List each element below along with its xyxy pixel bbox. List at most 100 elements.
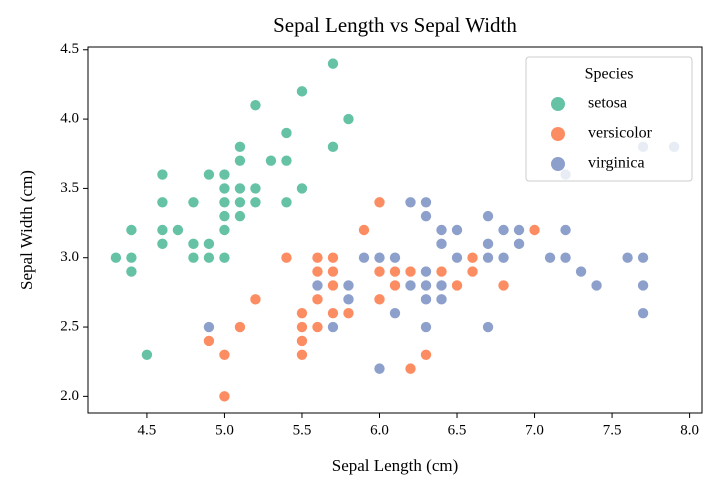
point <box>482 238 494 250</box>
point <box>280 154 293 167</box>
point <box>420 279 432 292</box>
legend-label: virginica <box>588 155 645 172</box>
legend-label: setosa <box>588 95 627 112</box>
point <box>218 196 231 209</box>
legend: Species setosa versicolor virginica <box>525 56 693 182</box>
point <box>513 224 525 236</box>
point <box>482 251 494 264</box>
point <box>249 99 262 112</box>
point <box>311 293 324 306</box>
point <box>311 321 324 333</box>
x-tick-label: 7.0 <box>525 422 544 438</box>
x-tick-label: 7.5 <box>603 422 622 438</box>
point <box>234 210 246 222</box>
point <box>637 307 649 319</box>
point <box>528 224 541 236</box>
axes-frame <box>87 46 703 414</box>
point <box>327 307 339 319</box>
point <box>218 224 231 236</box>
point <box>389 279 401 292</box>
y-tick-label: 3.5 <box>60 180 79 196</box>
point <box>637 279 649 292</box>
point <box>265 154 277 167</box>
x-tick-label: 4.5 <box>138 422 157 438</box>
point <box>296 321 308 333</box>
point <box>156 168 169 181</box>
point <box>466 265 479 278</box>
point <box>327 279 339 292</box>
point <box>327 265 339 278</box>
point <box>404 265 417 278</box>
point <box>358 224 370 236</box>
x-axis-label: Sepal Length (cm) <box>332 456 459 475</box>
point <box>342 279 355 292</box>
x-tick-label: 5.5 <box>293 422 312 438</box>
point <box>280 196 293 209</box>
y-axis-label: Sepal Width (cm) <box>17 170 36 290</box>
point <box>218 348 231 361</box>
point <box>544 251 556 264</box>
point <box>218 251 231 264</box>
point <box>420 348 432 361</box>
legend-marker <box>551 97 565 111</box>
y-tick-label: 3.0 <box>60 249 79 265</box>
point <box>125 265 138 278</box>
point <box>249 196 262 209</box>
point <box>451 279 463 292</box>
point <box>327 321 339 333</box>
point <box>575 265 587 278</box>
point <box>296 348 308 361</box>
point <box>172 224 184 236</box>
point <box>435 293 448 306</box>
point <box>373 196 386 209</box>
point <box>280 127 293 139</box>
point <box>435 265 448 278</box>
point <box>156 238 169 250</box>
point <box>420 265 432 278</box>
point <box>342 113 355 125</box>
point <box>234 196 246 209</box>
y-tick-label: 4.5 <box>60 41 79 57</box>
point <box>327 141 339 153</box>
point <box>141 348 153 361</box>
point <box>218 168 231 181</box>
point <box>435 224 448 236</box>
point <box>187 238 200 250</box>
point <box>435 238 448 250</box>
point <box>466 251 479 264</box>
point <box>234 141 246 153</box>
point <box>296 307 308 319</box>
point <box>373 293 386 306</box>
point <box>203 321 215 333</box>
legend-marker <box>551 157 565 171</box>
point <box>234 154 246 167</box>
point <box>420 321 432 333</box>
point <box>590 279 603 292</box>
y-tick-label: 2.0 <box>60 388 79 404</box>
point <box>389 307 401 319</box>
point <box>482 210 494 222</box>
point <box>234 321 246 333</box>
y-tick-label: 4.0 <box>60 111 79 127</box>
point <box>482 321 494 333</box>
point <box>203 251 215 264</box>
point <box>451 251 463 264</box>
point <box>513 238 525 250</box>
point <box>373 362 386 375</box>
y-tick-label: 2.5 <box>60 318 79 334</box>
point <box>187 251 200 264</box>
point <box>621 251 634 264</box>
point <box>311 279 324 292</box>
x-tick-label: 5.0 <box>215 422 234 438</box>
point <box>404 196 417 209</box>
point <box>404 279 417 292</box>
x-tick-label: 6.0 <box>370 422 389 438</box>
chart-title: Sepal Length vs Sepal Width <box>273 13 517 37</box>
point <box>389 251 401 264</box>
point <box>342 293 355 306</box>
point <box>404 362 417 375</box>
legend-marker <box>551 127 565 141</box>
point <box>342 307 355 319</box>
point <box>234 182 246 195</box>
